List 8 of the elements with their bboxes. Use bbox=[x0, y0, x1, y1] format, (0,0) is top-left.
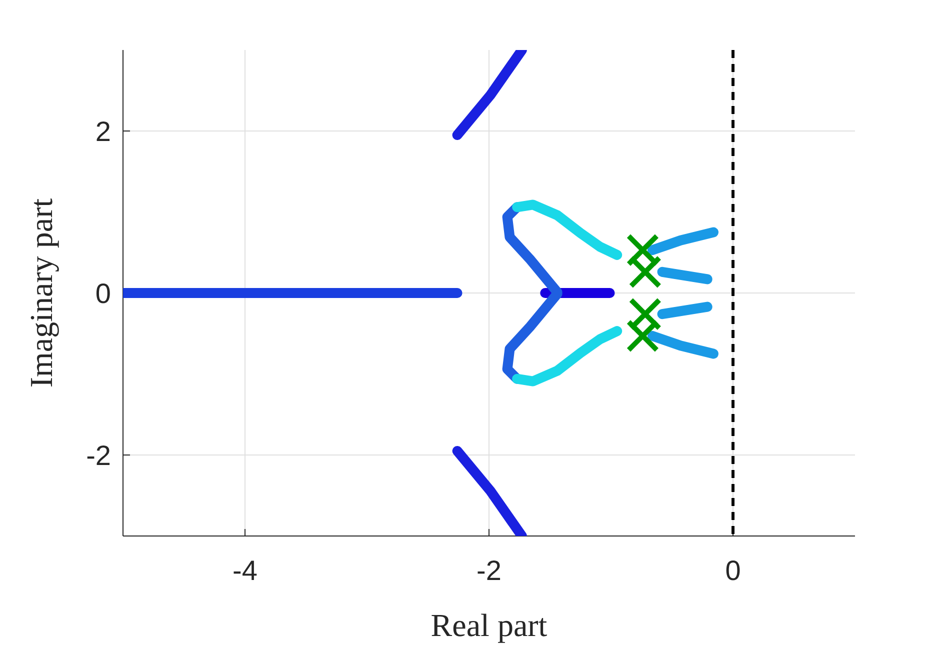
x-tick-label: -2 bbox=[476, 555, 502, 586]
x-tick-label: -4 bbox=[232, 555, 258, 586]
y-axis-title: Imaginary part bbox=[23, 198, 59, 388]
x-axis-title: Real part bbox=[430, 607, 548, 643]
y-tick-label: -2 bbox=[86, 440, 111, 471]
x-tick-label: 0 bbox=[725, 555, 741, 586]
y-tick-label: 0 bbox=[95, 278, 111, 309]
y-tick-label: 2 bbox=[95, 116, 111, 147]
